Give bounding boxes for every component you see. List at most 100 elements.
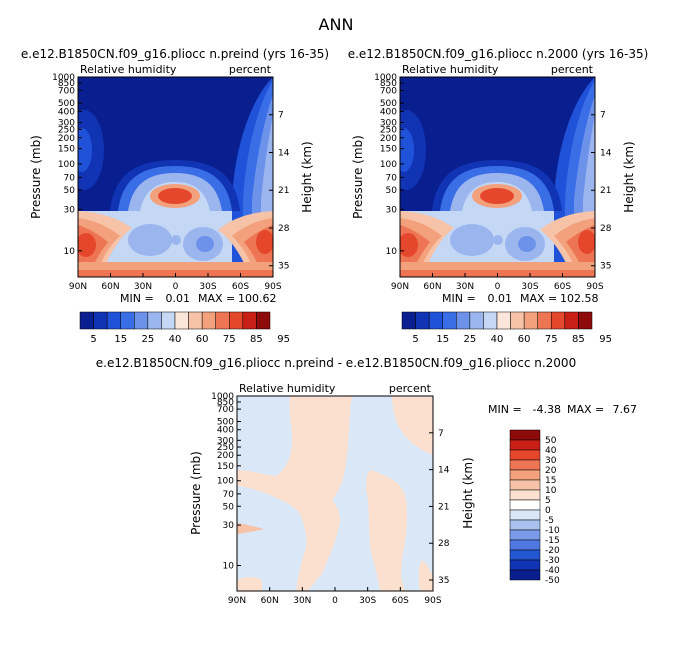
lat-tick-label: 30N [134, 282, 152, 292]
panel-2000-max-value: 102.58 [560, 292, 599, 305]
panel-preind-max-value: 100.62 [238, 292, 277, 305]
panel-2000-ylabel-right: Height (km) [622, 141, 636, 212]
pressure-tick-label: 30 [386, 205, 398, 215]
colorbar-label: 75 [223, 334, 236, 345]
lat-tick-label: 60N [423, 282, 441, 292]
pressure-tick-label: 150 [58, 145, 75, 155]
panel-2000-lat-axis: 90N 60N 30N 0 30S 60S 90S [391, 273, 604, 292]
colorbar-label: 25 [141, 334, 154, 345]
colorbar-swatch [496, 311, 511, 330]
pressure-tick-label: 700 [217, 405, 234, 415]
height-tick-label: 14 [438, 466, 450, 476]
pressure-tick-label: 850 [58, 79, 75, 89]
height-tick-label: 21 [600, 186, 611, 196]
colorbar-swatch [509, 549, 541, 561]
lat-tick-label: 60S [554, 282, 571, 292]
height-tick-label: 7 [600, 111, 606, 121]
pressure-tick-label: 250 [58, 125, 75, 135]
colorbar-swatch [509, 449, 541, 461]
colorbar-swatch [509, 429, 541, 441]
colorbar-label: 95 [599, 334, 612, 345]
pressure-tick-label: 400 [217, 426, 234, 436]
panel-2000: e.e12.B1850CN.f09_g16.pliocc n.2000 (yrs… [348, 47, 649, 345]
height-tick-label: 14 [278, 148, 290, 158]
height-tick-label: 21 [438, 502, 449, 512]
lat-tick-label: 90N [228, 596, 246, 606]
panel-diff-variable-label: Relative humidity [239, 382, 336, 395]
panel-2000-ylabel-left: Pressure (mb) [351, 135, 365, 219]
panel-preind-units-label: percent [229, 63, 272, 76]
colorbar-swatch [415, 311, 430, 330]
panel-preind-colorbar: 5 15 25 40 60 75 85 95 [79, 311, 290, 345]
panel-preind-ylabel-left: Pressure (mb) [29, 135, 43, 219]
panel-preind-field [78, 77, 273, 277]
lat-tick-label: 30N [456, 282, 474, 292]
colorbar-swatch [509, 519, 541, 531]
pressure-tick-label: 400 [380, 108, 397, 118]
pressure-tick-label: 50 [223, 502, 235, 512]
lat-tick-label: 30S [199, 282, 216, 292]
figure-title: ANN [319, 15, 354, 34]
pressure-tick-label: 70 [223, 490, 235, 500]
panel-diff-ylabel-left: Pressure (mb) [189, 451, 203, 535]
panel-diff-ylabel-right: Height (km) [461, 457, 475, 528]
panel-preind-lat-axis: 90N 60N 30N 0 30S 60S 90S [69, 273, 282, 292]
colorbar-label: 15 [545, 476, 556, 486]
colorbar-swatch [523, 311, 538, 330]
panel-diff-units-label: percent [389, 382, 432, 395]
colorbar-label: -5 [545, 516, 554, 526]
colorbar-swatch [537, 311, 552, 330]
panel-preind-min-value: 0.01 [166, 292, 191, 305]
colorbar-swatch [509, 489, 541, 501]
pressure-tick-label: 50 [386, 186, 398, 196]
colorbar-label: -50 [545, 576, 560, 586]
colorbar-swatch [509, 529, 541, 541]
colorbar-label: 5 [90, 334, 96, 345]
colorbar-label: 30 [545, 456, 557, 466]
colorbar-swatch [120, 311, 135, 330]
colorbar-label: 40 [169, 334, 182, 345]
colorbar-swatch [428, 311, 443, 330]
pressure-tick-label: 200 [217, 451, 234, 461]
colorbar-label: -10 [545, 526, 560, 536]
colorbar-swatch [147, 311, 162, 330]
panel-diff-height-axis: 35 28 21 14 7 [429, 429, 450, 586]
pressure-tick-label: 1000 [52, 73, 75, 83]
panel-2000-variable-label: Relative humidity [402, 63, 499, 76]
lat-tick-label: 0 [173, 282, 179, 292]
panel-diff-max-value: 7.67 [613, 403, 638, 416]
colorbar-label: 10 [545, 486, 557, 496]
colorbar-swatch [106, 311, 121, 330]
pressure-tick-label: 10 [64, 247, 76, 257]
panel-diff: e.e12.B1850CN.f09_g16.pliocc n.preind - … [96, 356, 637, 606]
panel-preind-min-label: MIN = [120, 292, 154, 305]
panel-diff-title: e.e12.B1850CN.f09_g16.pliocc n.preind - … [96, 356, 576, 370]
colorbar-label: 20 [545, 466, 557, 476]
pressure-tick-label: 1000 [374, 73, 397, 83]
colorbar-swatch [79, 311, 94, 330]
colorbar-swatch [483, 311, 498, 330]
colorbar-swatch [93, 311, 108, 330]
colorbar-label: 25 [463, 334, 476, 345]
pressure-tick-label: 250 [217, 443, 234, 453]
pressure-tick-label: 50 [64, 186, 76, 196]
pressure-tick-label: 300 [380, 118, 397, 128]
panel-2000-max-label: MAX = [520, 292, 557, 305]
colorbar-swatch [188, 311, 203, 330]
pressure-tick-label: 30 [64, 205, 76, 215]
height-tick-label: 28 [278, 224, 290, 234]
colorbar-label: -40 [545, 566, 560, 576]
colorbar-label: 40 [545, 446, 557, 456]
lat-tick-label: 90S [586, 282, 603, 292]
pressure-tick-label: 500 [58, 99, 75, 109]
panel-2000-units-label: percent [551, 63, 594, 76]
colorbar-label: 40 [491, 334, 504, 345]
height-tick-label: 28 [600, 224, 612, 234]
pressure-tick-label: 850 [217, 398, 234, 408]
colorbar-swatch [509, 469, 541, 481]
panel-preind-variable-label: Relative humidity [80, 63, 177, 76]
panel-preind: e.e12.B1850CN.f09_g16.pliocc n.preind (y… [21, 47, 329, 345]
pressure-tick-label: 70 [64, 173, 76, 183]
